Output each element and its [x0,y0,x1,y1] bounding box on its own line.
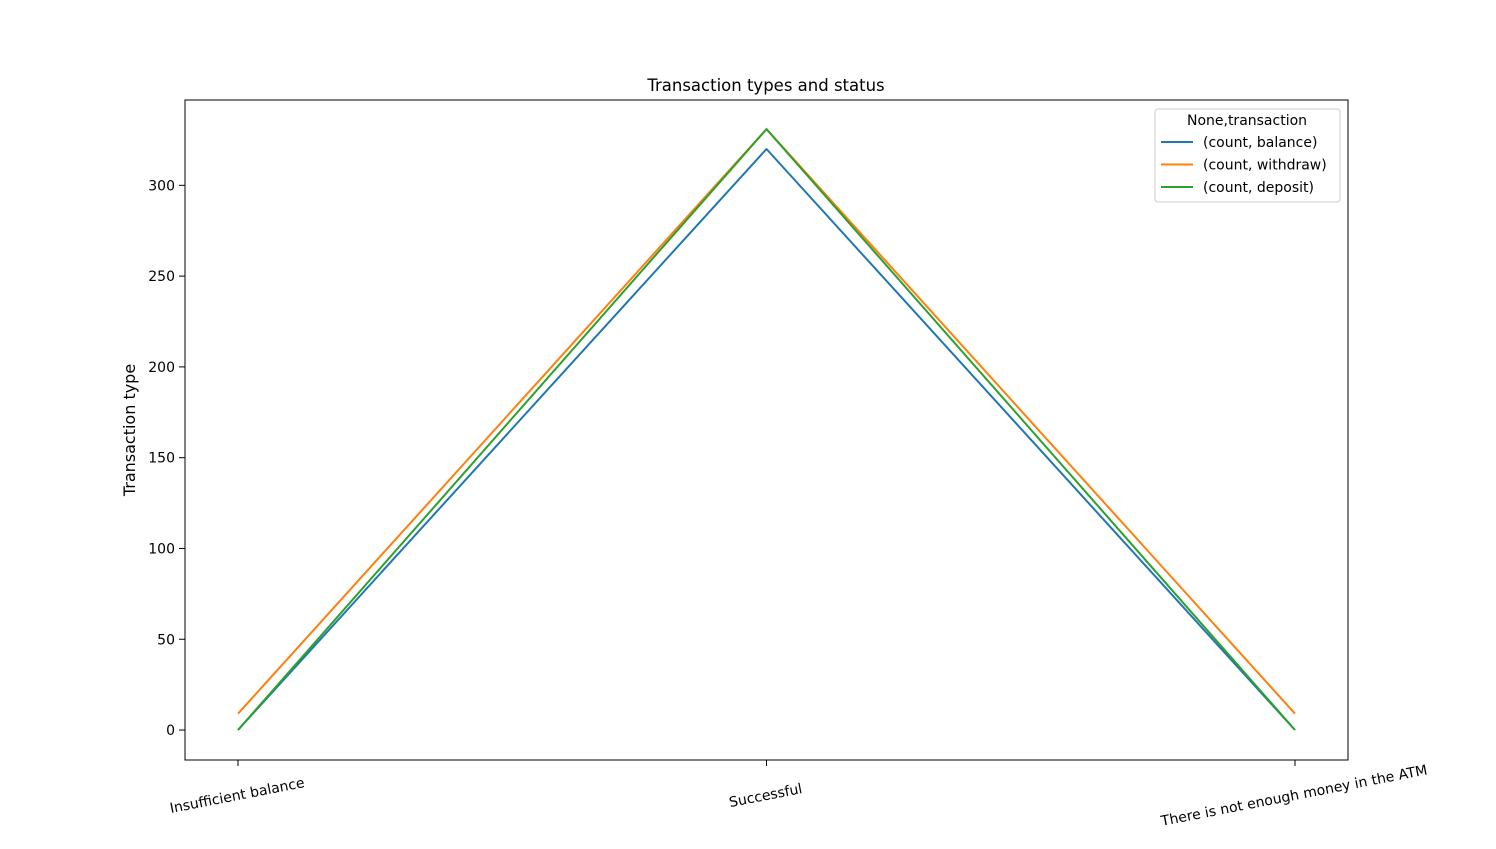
x-tick-label: There is not enough money in the ATM [1159,762,1429,830]
y-tick-label: 200 [148,360,175,376]
legend-label-0: (count, balance) [1203,135,1317,151]
y-tick-label: 0 [166,723,175,739]
y-tick-label: 50 [157,632,175,648]
series-line-1 [237,128,1296,715]
legend-title: None,transaction [1187,113,1307,129]
y-tick-label: 250 [148,269,175,285]
y-tick-label: 150 [148,451,175,467]
y-axis-label: Transaction type [120,364,139,497]
legend-label-2: (count, deposit) [1203,180,1314,196]
series-line-0 [237,148,1296,731]
y-tick-label: 300 [148,178,175,194]
legend: None,transaction (count, balance)(count,… [1154,108,1341,203]
legend-box [1154,108,1341,203]
series-layer [237,128,1296,731]
y-axis: 0 50 100 150 200 250 300 [148,178,185,739]
series-line-2 [237,128,1296,731]
y-tick-label: 100 [148,541,175,557]
legend-label-1: (count, withdraw) [1203,158,1327,174]
x-tick-label: Insufficient balance [169,775,306,817]
legend-entries: (count, balance) (count, withdraw) (count,… [1161,135,1327,196]
x-axis: Insufficient balance Successful There is n… [169,760,1429,830]
chart-title: Transaction types and status [646,76,884,95]
x-tick-label: Successful [728,781,804,811]
